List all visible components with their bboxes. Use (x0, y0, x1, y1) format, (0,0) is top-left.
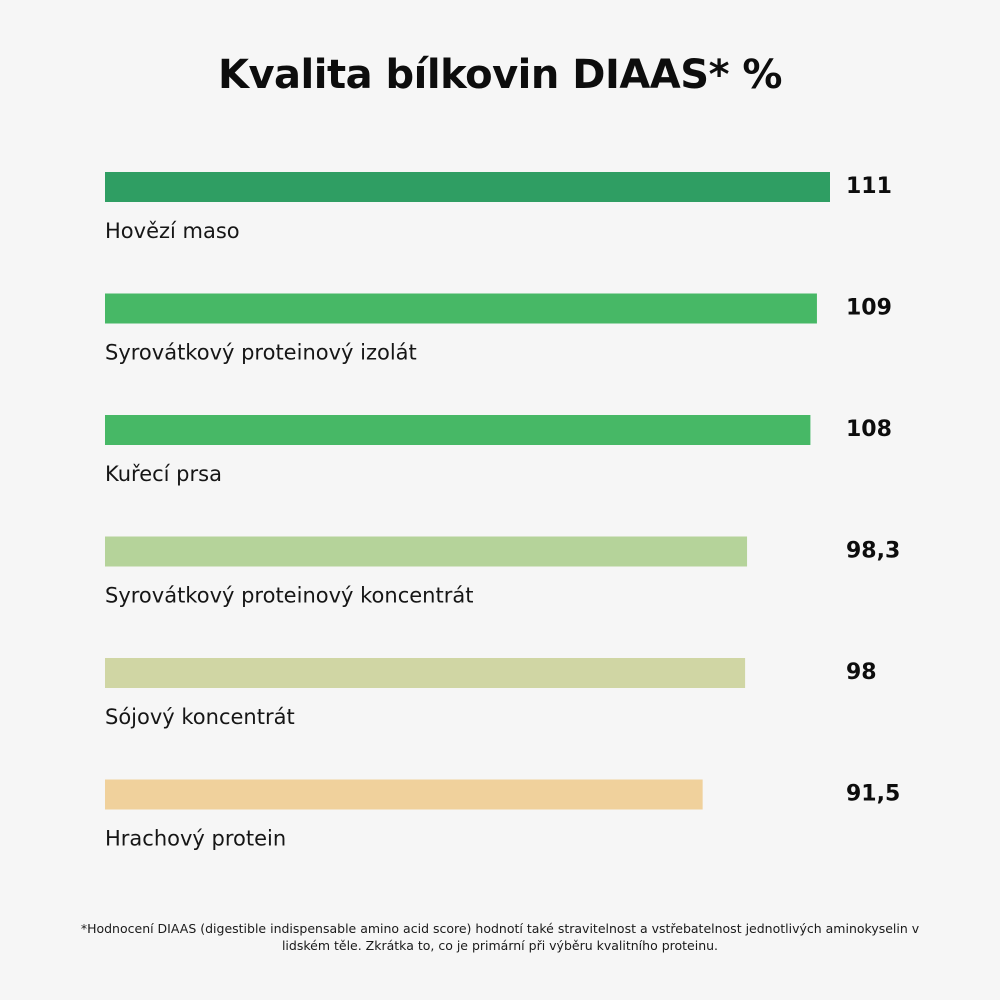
category-label: Sójový koncentrát (105, 705, 295, 729)
category-label: Syrovátkový proteinový koncentrát (105, 584, 473, 608)
bar (105, 536, 748, 567)
category-label: Kuřecí prsa (105, 462, 222, 486)
category-label: Syrovátkový proteinový izolát (105, 341, 417, 365)
value-label: 91,5 (846, 782, 900, 807)
bar (105, 172, 830, 202)
footnote: *Hodnocení DIAAS (digestible indispensab… (80, 921, 920, 953)
bar (105, 779, 703, 810)
chart-title: Kvalita bílkovin DIAAS* % (217, 52, 783, 98)
value-label: 109 (846, 296, 892, 321)
value-label: 98 (846, 660, 877, 685)
bar (105, 658, 746, 688)
bar (105, 415, 811, 445)
category-label: Hrachový protein (105, 827, 286, 851)
value-label: 111 (846, 174, 892, 199)
value-label: 98,3 (846, 539, 900, 564)
bar (105, 293, 817, 324)
value-label: 108 (846, 417, 892, 442)
category-label: Hovězí maso (105, 219, 240, 243)
